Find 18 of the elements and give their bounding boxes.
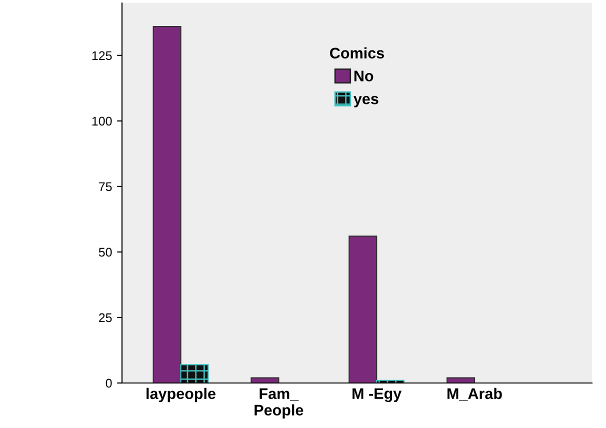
- bar: [180, 364, 209, 383]
- bar: [348, 236, 378, 383]
- x-tick-label: Fam_ People: [254, 388, 304, 419]
- y-tick-label: 50: [98, 248, 112, 257]
- bar: [152, 26, 182, 383]
- x-tick-label: laypeople: [146, 388, 216, 402]
- legend-label: yes: [354, 96, 378, 108]
- legend-title: Comics: [330, 47, 384, 59]
- x-tick-label: M_Arab: [448, 388, 502, 401]
- y-tick-label: 25: [99, 313, 112, 322]
- bar: [446, 377, 476, 383]
- y-tick-label: 0: [106, 378, 112, 388]
- x-tick-label: M -Egy: [352, 388, 402, 402]
- y-tick-label: 75: [99, 182, 112, 192]
- y-tick-label: 125: [92, 51, 112, 60]
- bar: [250, 377, 280, 383]
- legend-label: No: [354, 70, 374, 82]
- y-tick-label: 100: [92, 116, 112, 126]
